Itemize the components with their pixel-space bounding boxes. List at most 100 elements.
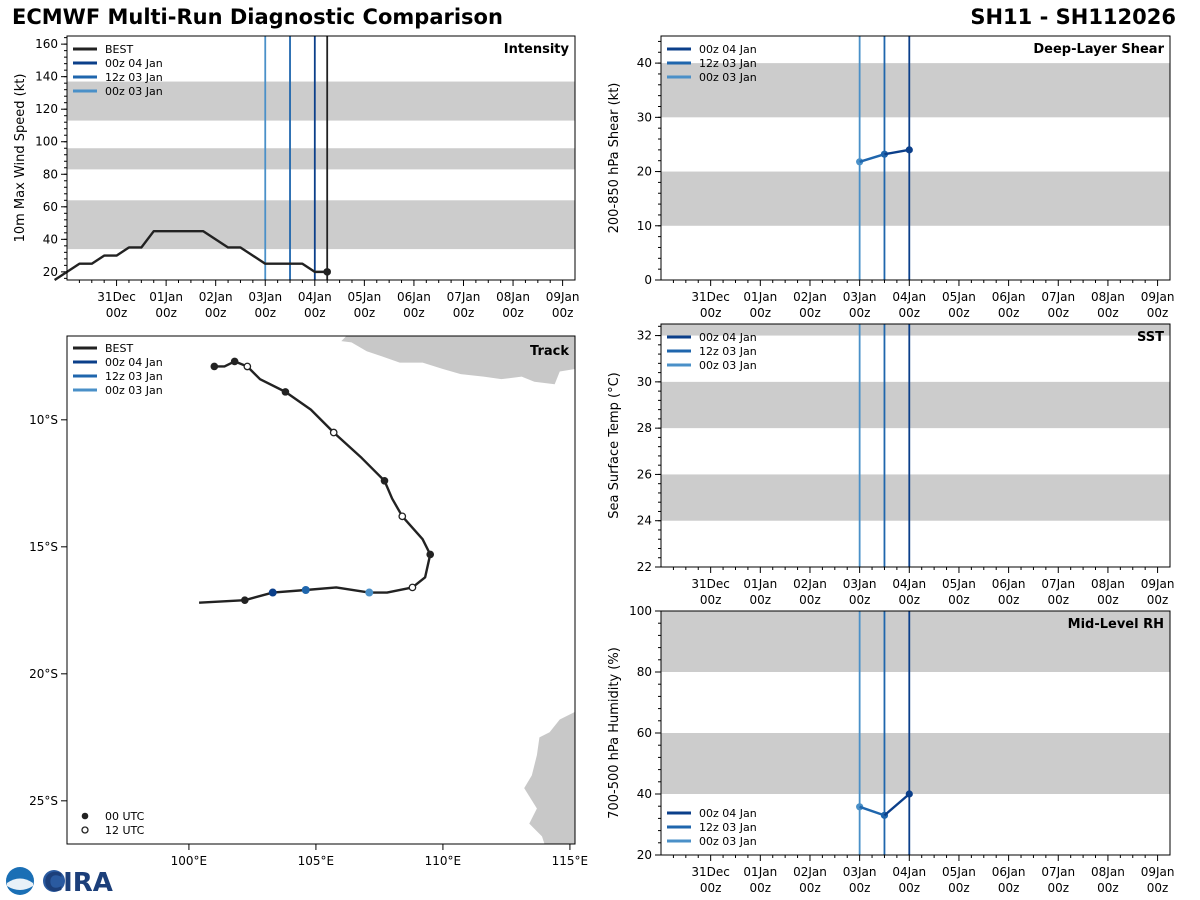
x-tick-label-date: 07Jan xyxy=(1041,290,1075,304)
x-tick-label-hour: 00z xyxy=(254,306,276,320)
x-tick-label-hour: 00z xyxy=(849,881,871,895)
y-tick-label: 30 xyxy=(637,375,652,389)
x-tick-label-date: 05Jan xyxy=(942,290,976,304)
series-line-best xyxy=(53,229,328,282)
y-tick-label: 100 xyxy=(35,135,58,149)
x-tick-label-hour: 00z xyxy=(700,593,722,607)
page-title: ECMWF Multi-Run Diagnostic Comparison xyxy=(12,5,503,29)
storm-id: SH11 - SH112026 xyxy=(970,5,1176,29)
intensity-panel: 20 40 60 80 100 120 140 160 31Dec 00z 01Jan 00z 02Ja… xyxy=(13,35,580,320)
plot-frame xyxy=(66,35,576,281)
x-tick-label-date: 09Jan xyxy=(1141,290,1175,304)
legend-label: 12z 03 Jan xyxy=(699,57,757,70)
x-tick-label-date: 01Jan xyxy=(743,865,777,879)
threshold-band xyxy=(661,324,1170,336)
logo-text: CIRA xyxy=(44,868,113,898)
x-tick-label-hour: 00z xyxy=(205,306,227,320)
x-tick-label-date: 04Jan xyxy=(892,577,926,591)
x-tick-label-hour: 00z xyxy=(948,881,970,895)
x-tick-label-hour: 00z xyxy=(799,593,821,607)
threshold-band xyxy=(67,200,575,250)
legend-label: 00z 03 Jan xyxy=(699,835,757,848)
x-tick-label-date: 31Dec xyxy=(691,290,730,304)
x-tick-label-hour: 00z xyxy=(155,306,177,320)
x-tick-label-date: 01Jan xyxy=(743,290,777,304)
x-tick-label-hour: 00z xyxy=(1097,881,1119,895)
x-tick-label-date: 01Jan xyxy=(149,290,183,304)
x-tick-label: 110°E xyxy=(425,854,462,868)
x-tick-label-date: 07Jan xyxy=(1041,577,1075,591)
x-tick-label-hour: 00z xyxy=(849,306,871,320)
y-tick-label: 20 xyxy=(637,848,652,862)
track-map-area xyxy=(199,336,575,844)
x-tick-label-hour: 00z xyxy=(403,306,425,320)
x-tick-label: 105°E xyxy=(298,854,335,868)
shear-panel: 0 10 20 30 40 31Dec 00z 01Jan 00z 02Jan 00z 03Jan 00… xyxy=(607,35,1175,320)
series-line-12z-03-jan xyxy=(859,153,885,163)
x-tick-label-date: 02Jan xyxy=(793,865,827,879)
x-tick-label-date: 05Jan xyxy=(942,865,976,879)
y-tick-label: 10°S xyxy=(29,413,58,427)
x-tick-label-date: 08Jan xyxy=(1091,865,1125,879)
x-tick-label: 115°E xyxy=(552,854,589,868)
legend-label: 00z 04 Jan xyxy=(699,807,757,820)
x-tick-label-date: 02Jan xyxy=(793,290,827,304)
x-tick-label-hour: 00z xyxy=(106,306,128,320)
series-line-00z-04-jan xyxy=(883,793,911,817)
x-tick-label-date: 31Dec xyxy=(691,577,730,591)
series-line-12z-03-jan xyxy=(859,805,885,817)
y-tick-label: 120 xyxy=(35,102,58,116)
x-tick-label-hour: 00z xyxy=(1047,881,1069,895)
track-marker-00utc xyxy=(380,476,389,485)
y-tick-label: 32 xyxy=(637,329,652,343)
track-marker-00utc xyxy=(210,362,219,371)
x-tick-label-date: 31Dec xyxy=(691,865,730,879)
y-tick-label: 20 xyxy=(637,165,652,179)
track-marker-12utc xyxy=(329,428,338,437)
x-tick-label-date: 03Jan xyxy=(843,865,877,879)
threshold-band xyxy=(661,611,1170,672)
y-tick-label: 60 xyxy=(637,726,652,740)
x-tick-label-date: 09Jan xyxy=(546,290,580,304)
threshold-band xyxy=(67,81,575,121)
x-tick-label-date: 05Jan xyxy=(347,290,381,304)
threshold-band xyxy=(661,171,1170,226)
x-tick-label-hour: 00z xyxy=(849,593,871,607)
threshold-band xyxy=(661,474,1170,521)
x-tick-label-hour: 00z xyxy=(1047,306,1069,320)
y-tick-label: 20°S xyxy=(29,667,58,681)
y-tick-label: 60 xyxy=(43,200,58,214)
y-tick-label: 80 xyxy=(637,665,652,679)
x-tick-label-date: 08Jan xyxy=(496,290,530,304)
x-tick-label-hour: 00z xyxy=(552,306,574,320)
legend-label: 00z 04 Jan xyxy=(105,356,163,369)
track-marker-00utc xyxy=(426,550,435,559)
x-tick-label-date: 05Jan xyxy=(942,577,976,591)
x-tick-label-date: 03Jan xyxy=(248,290,282,304)
x-tick-label-hour: 00z xyxy=(948,593,970,607)
x-tick-label-date: 07Jan xyxy=(1041,865,1075,879)
y-tick-label: 28 xyxy=(637,421,652,435)
cira-logo: CIRA xyxy=(6,867,113,898)
init-point-00z-03-jan xyxy=(365,588,374,597)
threshold-band xyxy=(661,381,1170,429)
x-tick-label-date: 31Dec xyxy=(97,290,136,304)
y-axis-label: 10m Max Wind Speed (kt) xyxy=(13,74,28,243)
legend-label: 00z 03 Jan xyxy=(105,85,163,98)
y-tick-label: 22 xyxy=(637,560,652,574)
y-tick-label: 30 xyxy=(637,110,652,124)
x-tick-label-hour: 00z xyxy=(948,306,970,320)
x-tick-label-hour: 00z xyxy=(1097,593,1119,607)
legend-label: 00z 04 Jan xyxy=(699,43,757,56)
x-tick-label-date: 03Jan xyxy=(843,577,877,591)
track-marker-00utc xyxy=(230,357,239,366)
x-tick-label-date: 04Jan xyxy=(298,290,332,304)
init-point-00z-04-jan xyxy=(268,588,277,597)
x-tick-label-date: 06Jan xyxy=(992,577,1026,591)
panel-label: Deep-Layer Shear xyxy=(1033,42,1164,57)
x-tick-label-hour: 00z xyxy=(700,306,722,320)
y-tick-label: 10 xyxy=(637,219,652,233)
legend-label: 00 UTC xyxy=(105,810,145,823)
y-axis-label: Sea Surface Temp (°C) xyxy=(607,372,622,519)
x-tick-label-hour: 00z xyxy=(304,306,326,320)
